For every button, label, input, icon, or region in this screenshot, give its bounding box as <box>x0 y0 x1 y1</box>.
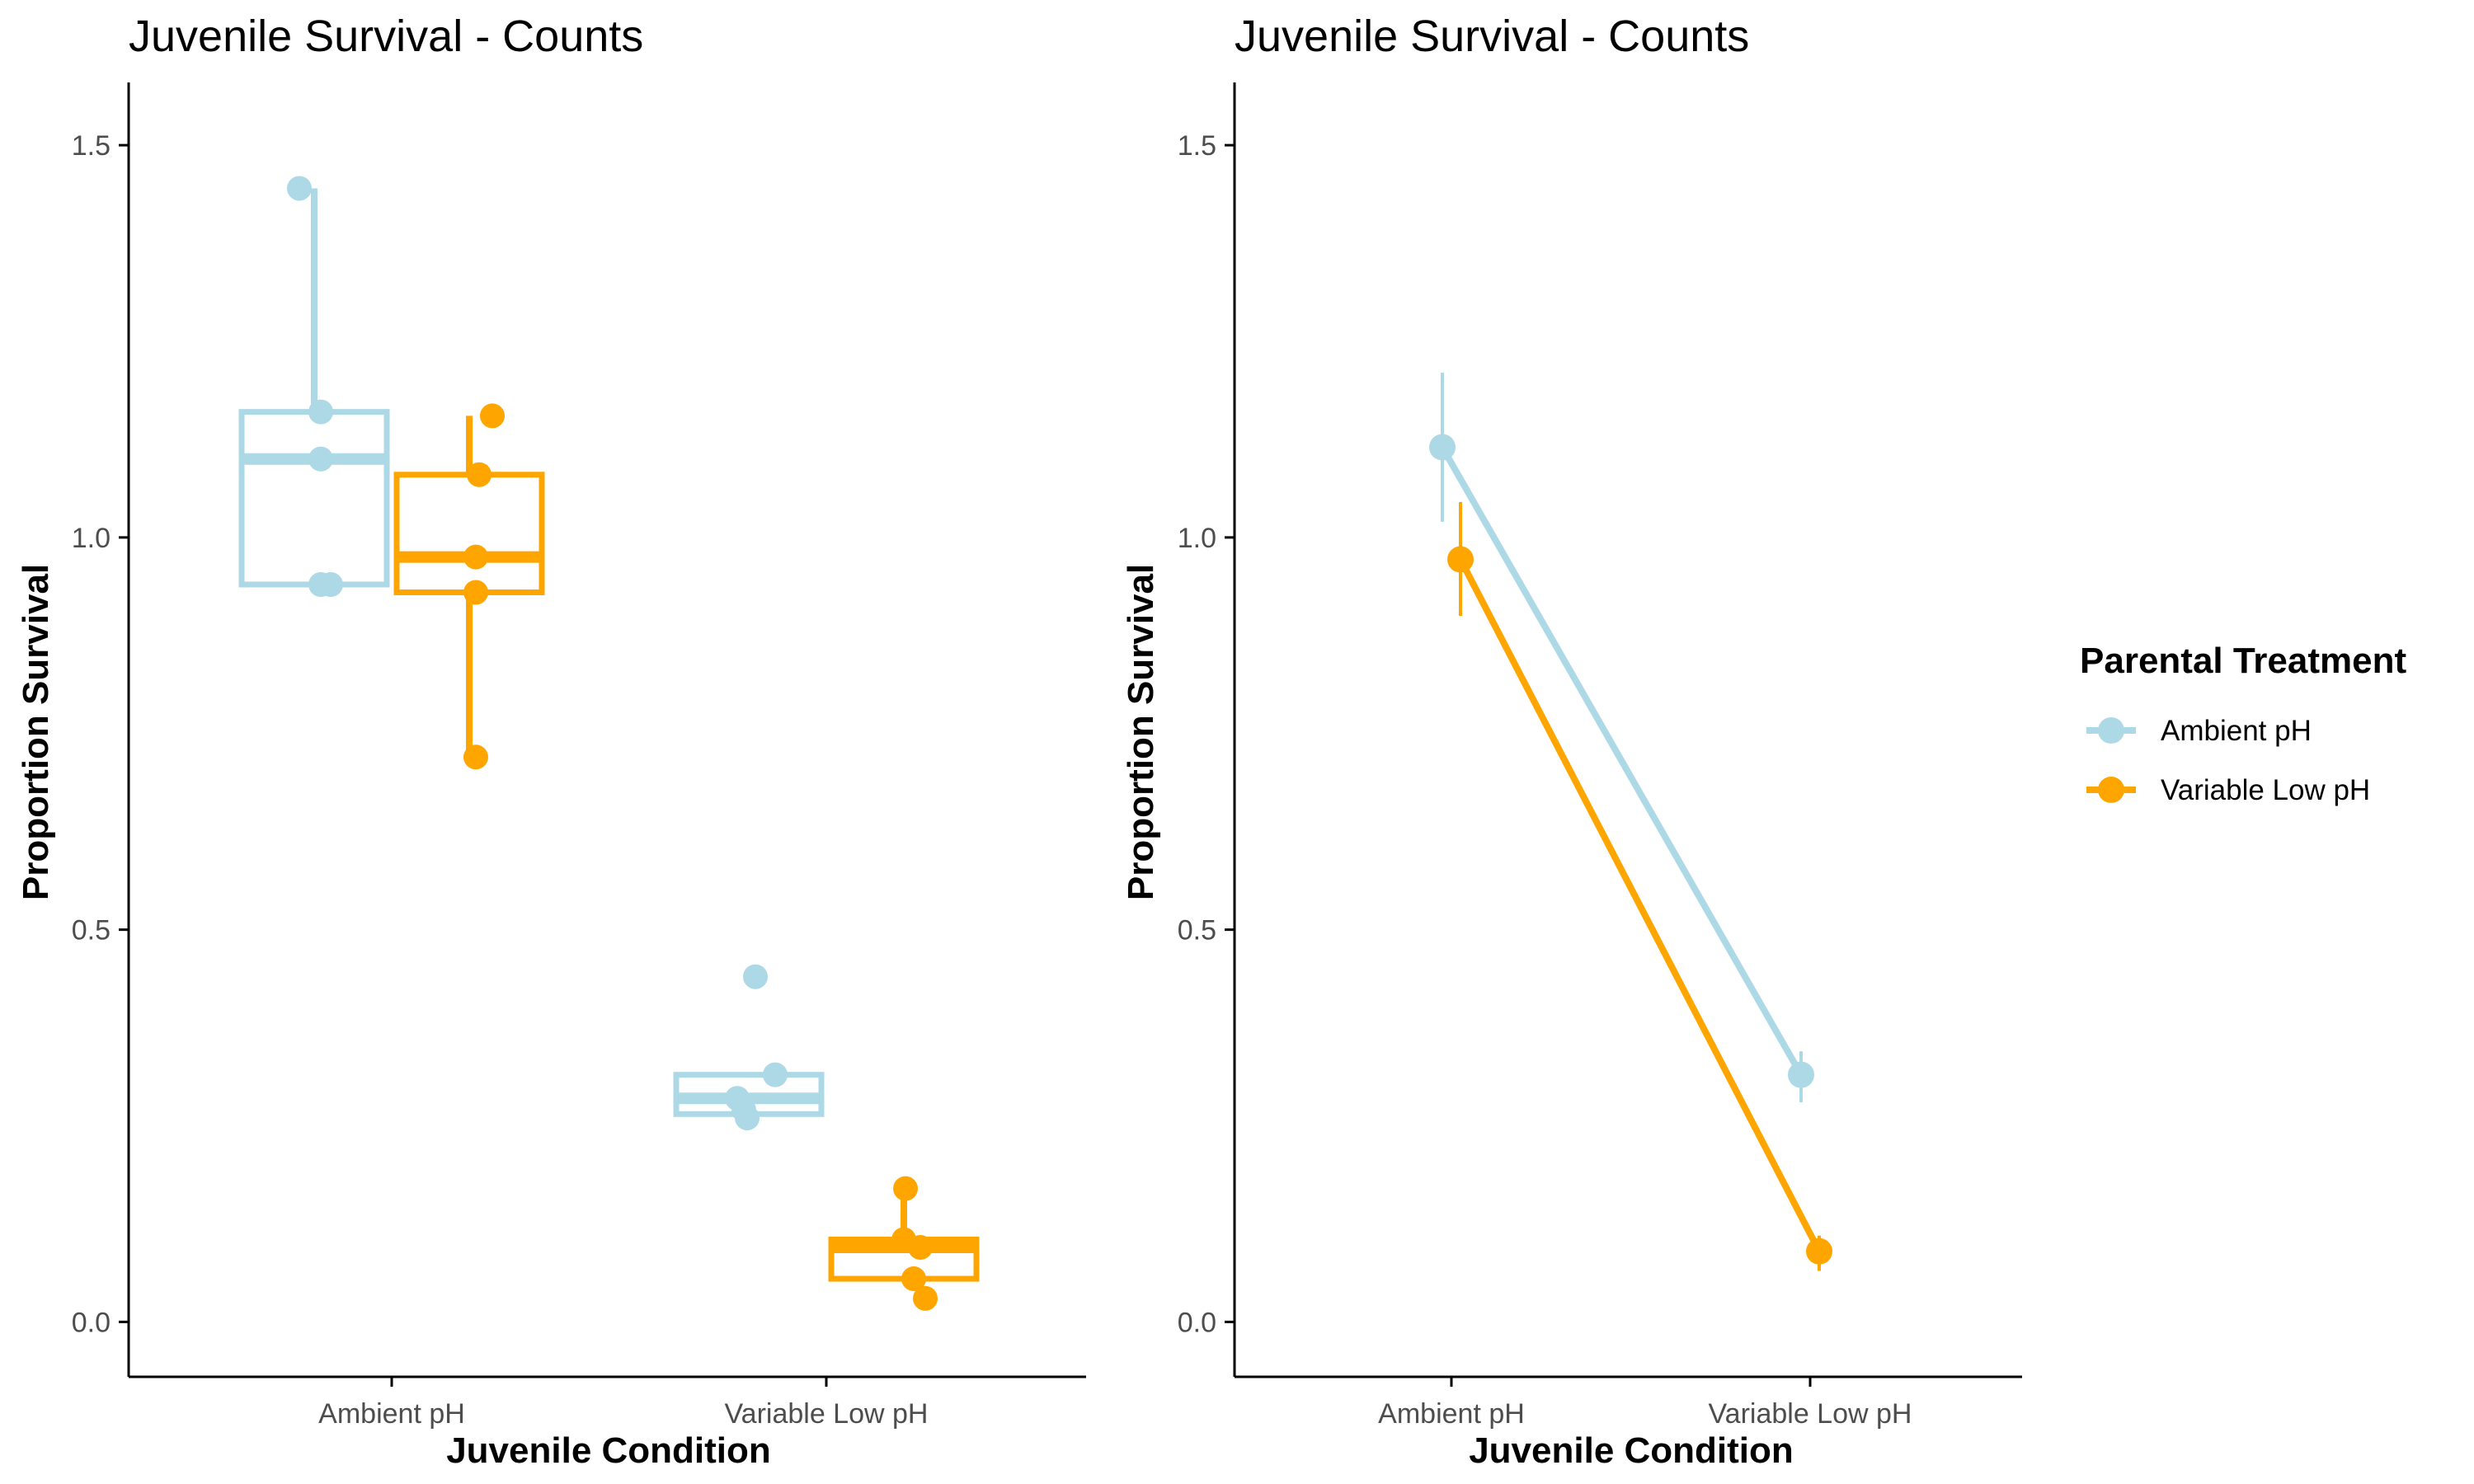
y-tick-label: 1.5 <box>1178 130 1216 162</box>
data-point <box>463 744 488 770</box>
y-tick-label: 1.0 <box>72 523 111 554</box>
data-point <box>913 1285 938 1311</box>
box-body <box>393 472 545 595</box>
series-point <box>1806 1237 1832 1265</box>
panel-boxplot: Juvenile Survival - Counts Juvenile Cond… <box>16 12 1086 1471</box>
data-point <box>735 1106 760 1130</box>
legend-key-point <box>2098 717 2124 744</box>
data-point <box>467 462 492 487</box>
y-tick-label: 0.5 <box>1178 915 1216 946</box>
panel2-x-axis-title: Juvenile Condition <box>1469 1430 1794 1471</box>
x-tick-label: Variable Low pH <box>725 1398 929 1430</box>
data-point <box>763 1062 788 1087</box>
y-tick-label: 0.5 <box>72 915 111 946</box>
data-point <box>287 176 312 201</box>
y-tick-label: 1.5 <box>72 130 111 162</box>
data-point <box>893 1176 918 1201</box>
data-point <box>308 399 333 425</box>
legend: Parental Treatment Ambient pH Variable L… <box>2080 641 2406 806</box>
data-point <box>318 571 343 597</box>
legend-keys <box>2086 717 2136 803</box>
box-body <box>238 409 390 588</box>
legend-label-ambient: Ambient pH <box>2161 715 2312 747</box>
data-point <box>463 580 488 605</box>
y-tick-label: 0.0 <box>72 1307 111 1338</box>
panel2-marks: 0.0 0.5 1.0 1.5 Ambient pH Variable Low pH <box>1178 82 2022 1430</box>
series-point <box>1447 546 1474 573</box>
series-line <box>1439 445 1804 1077</box>
data-point <box>463 544 488 570</box>
series-point <box>1788 1061 1814 1088</box>
y-tick-label: 0.0 <box>1178 1307 1216 1338</box>
panel1-x-axis-title: Juvenile Condition <box>446 1430 771 1471</box>
series-line <box>1457 557 1823 1253</box>
data-point <box>480 403 505 429</box>
panel-lineplot: Juvenile Survival - Counts Juvenile Cond… <box>1121 12 2022 1471</box>
x-tick-label: Ambient pH <box>1378 1398 1525 1430</box>
data-point <box>308 446 333 472</box>
series-point <box>1429 434 1456 461</box>
panel2-title: Juvenile Survival - Counts <box>1235 12 1749 61</box>
panel2-y-axis-title: Proportion Survival <box>1121 564 1161 900</box>
legend-title: Parental Treatment <box>2080 641 2406 681</box>
data-point <box>901 1266 926 1292</box>
x-tick-label: Variable Low pH <box>1709 1398 1912 1430</box>
x-tick-label: Ambient pH <box>318 1398 465 1430</box>
panel1-title: Juvenile Survival - Counts <box>129 12 643 61</box>
legend-key-point <box>2098 777 2124 803</box>
y-tick-label: 1.0 <box>1178 523 1216 554</box>
legend-label-variable: Variable Low pH <box>2161 774 2370 806</box>
panel1-marks: 0.0 0.5 1.0 1.5 Ambient pH Variable Low pH <box>72 82 1086 1430</box>
data-point <box>743 964 768 989</box>
data-point <box>908 1235 933 1260</box>
panel1-y-axis-title: Proportion Survival <box>16 564 56 900</box>
